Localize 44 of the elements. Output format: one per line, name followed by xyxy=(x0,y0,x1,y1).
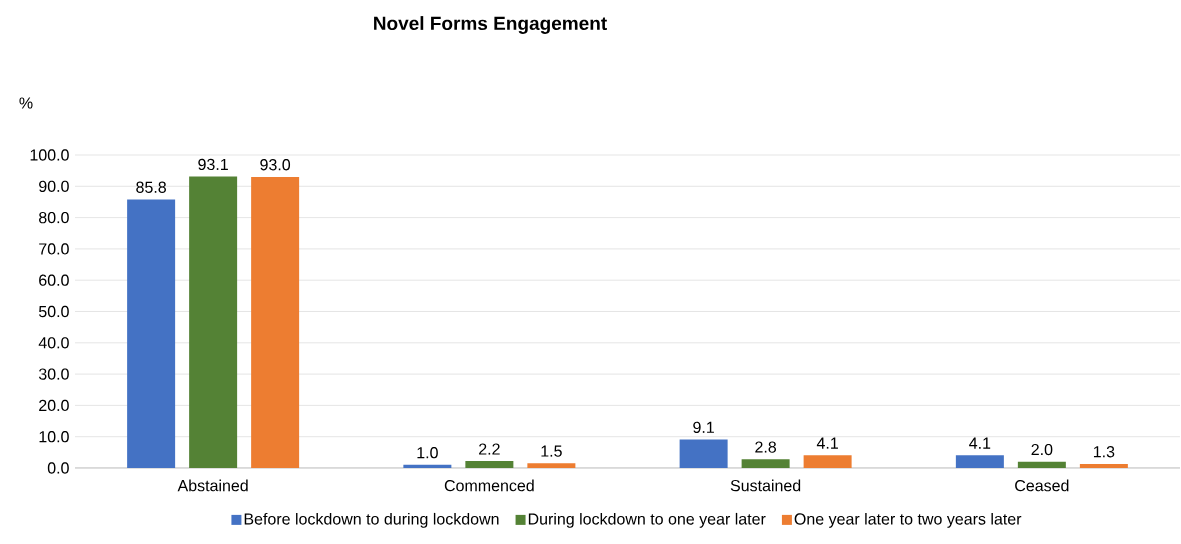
data-label: 2.0 xyxy=(1031,443,1053,456)
data-label: 93.0 xyxy=(260,159,291,171)
y-tick-label: 50.0 xyxy=(38,305,69,318)
y-axis-title: % xyxy=(19,97,33,109)
legend-label: One year later to two years later xyxy=(794,512,1022,528)
legend-label: During lockdown to one year later xyxy=(528,512,766,528)
data-label: 1.3 xyxy=(1093,446,1115,458)
x-tick-label: Ceased xyxy=(1015,479,1069,492)
x-tick-label: Sustained xyxy=(730,479,801,492)
legend-label: Before lockdown to during lockdown xyxy=(244,512,499,528)
x-tick-label: Abstained xyxy=(177,479,248,492)
y-tick-label: 70.0 xyxy=(39,243,69,255)
bar xyxy=(127,199,176,468)
y-tick-label: 0.0 xyxy=(47,462,69,474)
data-label: 93.1 xyxy=(198,158,228,171)
data-label: 1.0 xyxy=(417,447,438,459)
bar xyxy=(403,464,452,468)
data-label: 1.5 xyxy=(541,445,562,457)
data-label: 4.1 xyxy=(969,437,991,449)
x-tick-label: Commenced xyxy=(444,479,534,492)
data-label: 2.8 xyxy=(755,441,777,453)
bar xyxy=(803,455,852,468)
y-tick-label: 40.0 xyxy=(38,337,69,349)
y-tick-label: 60.0 xyxy=(39,274,69,286)
data-label: 4.1 xyxy=(816,437,838,449)
y-tick-label: 30.0 xyxy=(38,368,69,380)
bar xyxy=(955,455,1004,468)
y-tick-label: 80.0 xyxy=(39,211,69,224)
y-tick-label: 90.0 xyxy=(39,180,69,192)
bar xyxy=(1079,463,1128,468)
bar xyxy=(251,176,300,468)
bar xyxy=(1017,461,1066,468)
chart-title: Novel Forms Engagement xyxy=(374,16,607,34)
bar xyxy=(527,463,576,468)
bar xyxy=(679,439,728,468)
y-tick-label: 100.0 xyxy=(30,149,69,161)
bar xyxy=(465,461,514,468)
bar xyxy=(741,459,790,468)
data-label: 85.8 xyxy=(136,181,166,193)
data-label: 2.2 xyxy=(479,443,500,455)
y-tick-label: 20.0 xyxy=(39,399,69,412)
bar xyxy=(189,176,238,468)
data-label: 9.1 xyxy=(693,421,714,433)
y-tick-label: 10.0 xyxy=(39,431,69,443)
